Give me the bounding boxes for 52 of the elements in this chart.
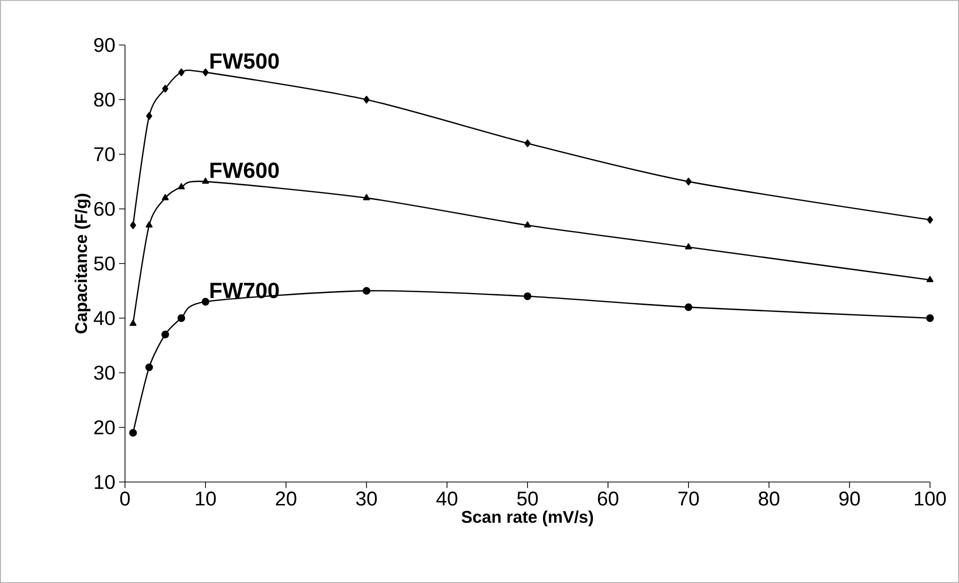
- point: [524, 292, 532, 300]
- y-tick-label: 80: [94, 92, 115, 107]
- x-tick-label: 0: [120, 492, 130, 506]
- point: [129, 428, 137, 437]
- point: [363, 194, 370, 200]
- x-tick-label: 50: [517, 492, 538, 506]
- y-tick-label: 70: [94, 147, 115, 162]
- point: [202, 178, 209, 184]
- point: [130, 221, 136, 230]
- point: [178, 183, 185, 190]
- point: [130, 320, 136, 326]
- x-tick-label: 60: [598, 492, 618, 506]
- point: [524, 139, 531, 148]
- x-tick-label: 20: [276, 492, 296, 506]
- y-axis-title: Capacitance (F/g): [74, 194, 90, 334]
- x-axis-title: Scan rate (mV/s): [462, 510, 593, 526]
- point: [161, 330, 170, 338]
- y-tick-label: 90: [94, 38, 115, 52]
- x-tick-label: 100: [914, 492, 946, 506]
- point: [363, 96, 370, 104]
- x-tick-label: 30: [356, 492, 377, 506]
- x-tick-label: 40: [436, 492, 458, 506]
- y-tick-label: 20: [94, 420, 115, 434]
- y-tick-label: 60: [94, 202, 115, 216]
- point: [178, 314, 186, 322]
- point: [146, 112, 152, 120]
- point: [145, 363, 153, 372]
- point: [202, 68, 209, 76]
- point: [162, 84, 168, 93]
- point: [684, 303, 692, 312]
- point: [926, 276, 934, 282]
- point: [926, 216, 934, 224]
- y-tick-label: 30: [94, 366, 115, 380]
- y-tick-label: 50: [94, 256, 115, 271]
- point: [685, 243, 692, 250]
- x-tick-label: 90: [839, 492, 860, 506]
- x-tick-label: 80: [758, 492, 780, 506]
- point: [926, 314, 934, 322]
- point: [685, 178, 692, 186]
- x-tick-label: 10: [196, 492, 216, 506]
- point: [202, 298, 210, 306]
- point: [524, 221, 531, 228]
- x-tick-label: 70: [678, 492, 699, 506]
- y-tick-label: 40: [94, 311, 115, 326]
- series-label: FW700: [210, 282, 279, 298]
- series-label: FW500: [210, 53, 279, 69]
- point: [362, 286, 370, 295]
- point: [162, 194, 169, 200]
- point: [146, 221, 153, 228]
- point: [178, 68, 184, 76]
- y-tick-label: 10: [94, 474, 115, 490]
- series-label: FW600: [210, 162, 279, 178]
